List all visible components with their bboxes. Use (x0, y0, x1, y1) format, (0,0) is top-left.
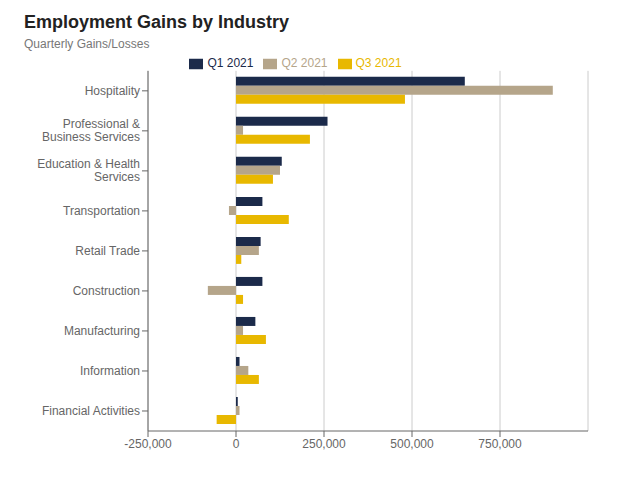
html-text:Q1 2021: Q1 2021 (207, 56, 254, 70)
svg-text:Professional &Business Service: Professional &Business Services (42, 117, 140, 144)
svg-text:Education & HealthServices: Education & HealthServices (37, 157, 140, 184)
html-text:Employment Gains by Industry: Employment Gains by Industry (24, 12, 290, 32)
html-text:Q3 2021: Q3 2021 (355, 56, 402, 70)
svg-text:250,000: 250,000 (302, 437, 346, 451)
svg-text:750,000: 750,000 (478, 437, 522, 451)
svg-text:Retail Trade: Retail Trade (75, 244, 140, 258)
svg-text:Information: Information (80, 364, 140, 378)
svg-text:Hospitality: Hospitality (85, 84, 140, 98)
html-text:Quarterly Gains/Losses: Quarterly Gains/Losses (24, 37, 150, 51)
svg-text:-250,000: -250,000 (124, 437, 172, 451)
svg-text:0: 0 (233, 437, 240, 451)
svg-text:Financial Activities: Financial Activities (42, 404, 140, 418)
svg-text:Construction: Construction (73, 284, 140, 298)
svg-text:Manufacturing: Manufacturing (64, 324, 140, 338)
svg-text:500,000: 500,000 (390, 437, 434, 451)
svg-text:Transportation: Transportation (63, 204, 140, 218)
html-text:Q2 2021: Q2 2021 (281, 56, 328, 70)
